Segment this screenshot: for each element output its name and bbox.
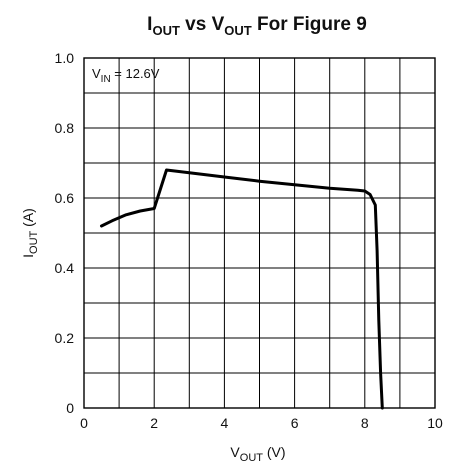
x-axis-label: VOUT (V) — [230, 444, 285, 464]
tick-labels: 0 2 4 6 8 10 0 0.2 0.4 0.6 0.8 1.0 — [55, 50, 443, 431]
grid — [84, 58, 435, 408]
plot-frame — [83, 57, 436, 409]
x-tick-label: 6 — [291, 415, 299, 431]
x-tick-label: 0 — [80, 415, 88, 431]
x-tick-label: 2 — [150, 415, 158, 431]
chart-title: IOUT vs VOUT For Figure 9 — [147, 14, 367, 38]
y-tick-label: 0.8 — [55, 120, 75, 136]
y-tick-label: 1.0 — [55, 50, 75, 66]
y-tick-label: 0.2 — [55, 330, 75, 346]
x-tick-label: 8 — [361, 415, 369, 431]
y-tick-label: 0.6 — [55, 190, 75, 206]
vin-annotation: VIN = 12.6V — [92, 66, 160, 85]
y-axis-label: IOUT (A) — [20, 208, 40, 258]
y-tick-label: 0.4 — [55, 260, 75, 276]
y-tick-label: 0 — [66, 400, 74, 416]
x-tick-label: 10 — [427, 415, 443, 431]
x-tick-label: 4 — [221, 415, 229, 431]
series-line-vin-12-6v — [100, 168, 384, 410]
